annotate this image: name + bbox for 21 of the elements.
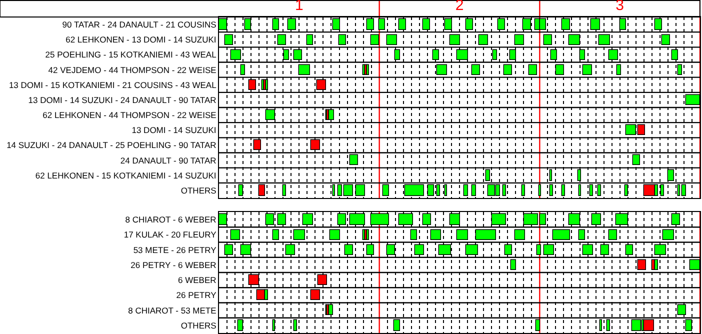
y-tick-label: 8 CHIAROT - 6 WEBER — [125, 214, 216, 225]
y-tick-label: 24 DANAULT - 90 TATAR — [120, 155, 216, 166]
y-tick-label: 26 PETRY - 6 WEBER — [130, 260, 216, 270]
y-tick-label: 90 TATAR - 24 DANAULT - 21 COUSINS — [62, 20, 217, 30]
y-tick-label: 25 POEHLING - 15 KOTKANIEMI - 43 WEAL — [45, 50, 217, 60]
x-tick-label: 1 — [295, 0, 304, 14]
y-tick-label: 13 DOMI - 15 KOTKANIEMI - 21 COUSINS - 43 WEAL — [8, 80, 217, 90]
y-tick-label: 62 LEHKONEN - 44 THOMPSON - 22 WEISE — [42, 110, 217, 120]
y-tick-label: 62 LEHKONEN - 13 DOMI - 14 SUZUKI — [66, 34, 216, 45]
y-tick-label: 62 LEHKONEN - 15 KOTKANIEMI - 14 SUZUKI — [35, 170, 216, 180]
y-tick-label: 13 DOMI - 14 SUZUKI - 24 DANAULT - 90 TATAR — [28, 94, 216, 105]
y-tick-label: 26 PETRY — [176, 290, 217, 300]
y-tick-label: 8 CHIAROT - 53 METE — [128, 305, 217, 316]
y-tick-label: 17 KULAK - 20 FLEURY — [124, 230, 217, 240]
y-tick-label: OTHERS — [180, 320, 217, 330]
y-tick-label: 42 VEJDEMO - 44 THOMPSON - 22 WEISE — [48, 64, 217, 75]
y-tick-label: 6 WEBER — [178, 275, 216, 286]
y-tick-label: 14 SUZUKI - 24 DANAULT - 25 POEHLING - 90 TATAR — [6, 140, 216, 150]
y-tick-label: 53 METE - 26 PETRY — [133, 244, 217, 255]
y-tick-label: 13 DOMI - 14 SUZUKI — [132, 125, 216, 136]
y-tick-label: OTHERS — [180, 185, 217, 196]
